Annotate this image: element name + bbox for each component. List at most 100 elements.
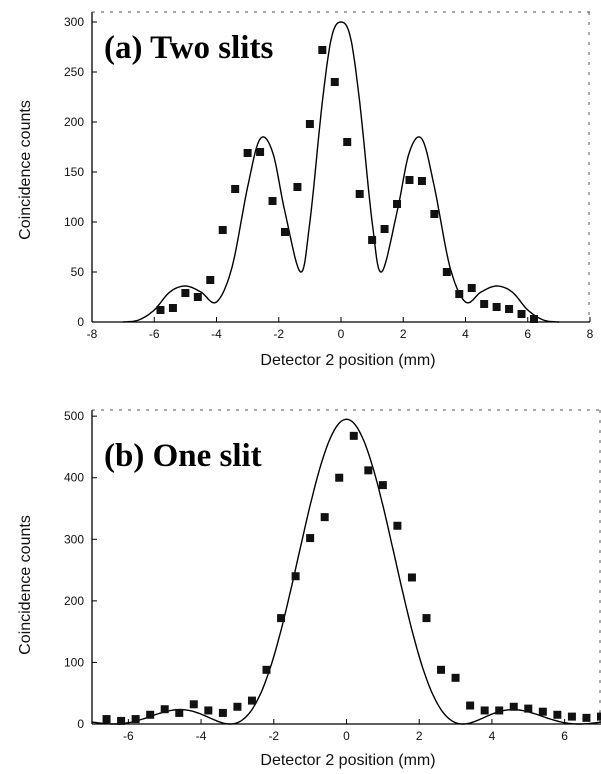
y-tick-label: 150 bbox=[64, 165, 84, 179]
panel-title: (a) Two slits bbox=[104, 30, 273, 66]
data-point bbox=[189, 700, 198, 709]
panel-one-slit: Coincidence counts Detector 2 position (… bbox=[17, 409, 601, 769]
data-point bbox=[262, 665, 271, 674]
data-point bbox=[407, 573, 416, 582]
data-point bbox=[291, 572, 300, 581]
panel-title: (b) One slit bbox=[104, 438, 262, 474]
data-point bbox=[156, 306, 165, 314]
data-point bbox=[206, 276, 215, 284]
data-point bbox=[247, 696, 256, 705]
data-point bbox=[393, 521, 402, 530]
y-tick-label: 100 bbox=[64, 655, 84, 669]
y-tick-label: 300 bbox=[64, 15, 84, 29]
data-point bbox=[437, 665, 446, 674]
data-point bbox=[243, 149, 252, 157]
data-point bbox=[102, 715, 111, 724]
data-point bbox=[582, 713, 591, 722]
data-point bbox=[567, 712, 576, 721]
x-tick-label: 2 bbox=[400, 327, 407, 341]
data-point bbox=[495, 706, 504, 715]
y-tick-label: 50 bbox=[71, 265, 85, 279]
data-point bbox=[280, 228, 289, 236]
data-point bbox=[131, 715, 140, 724]
data-point bbox=[330, 78, 339, 86]
x-tick-label: 0 bbox=[343, 729, 350, 743]
data-point bbox=[146, 710, 155, 719]
data-point bbox=[442, 268, 451, 276]
y-tick-label: 100 bbox=[64, 215, 84, 229]
data-point bbox=[380, 225, 389, 233]
x-tick-label: -6 bbox=[123, 729, 134, 743]
data-point bbox=[393, 200, 402, 208]
y-axis-label: Coincidence counts bbox=[17, 515, 34, 655]
x-axis-label: Detector 2 position (mm) bbox=[260, 352, 435, 369]
data-point bbox=[193, 293, 202, 301]
data-point bbox=[256, 148, 265, 156]
data-point bbox=[480, 706, 489, 715]
data-point bbox=[455, 290, 464, 298]
x-tick-label: -8 bbox=[87, 327, 98, 341]
data-point bbox=[181, 289, 190, 297]
data-point bbox=[306, 534, 315, 543]
data-point bbox=[204, 706, 213, 715]
x-tick-label: 6 bbox=[524, 327, 531, 341]
x-tick-label: 6 bbox=[561, 729, 568, 743]
x-tick-label: 2 bbox=[416, 729, 423, 743]
data-point bbox=[335, 473, 344, 482]
data-point bbox=[597, 712, 601, 721]
x-tick-label: 4 bbox=[489, 729, 496, 743]
data-point bbox=[318, 46, 327, 54]
data-point bbox=[293, 183, 302, 191]
data-point bbox=[480, 300, 489, 308]
y-tick-label: 400 bbox=[64, 471, 84, 485]
data-point bbox=[553, 710, 562, 719]
y-tick-label: 250 bbox=[64, 65, 84, 79]
data-point bbox=[529, 315, 538, 323]
x-axis-label: Detector 2 position (mm) bbox=[260, 752, 435, 769]
data-point bbox=[268, 197, 277, 205]
data-point bbox=[467, 284, 476, 292]
data-point bbox=[509, 702, 518, 711]
data-point bbox=[417, 177, 426, 185]
data-point bbox=[364, 466, 373, 475]
y-tick-label: 200 bbox=[64, 115, 84, 129]
data-point bbox=[368, 236, 377, 244]
data-point bbox=[355, 190, 364, 198]
data-point bbox=[466, 701, 475, 710]
data-point bbox=[305, 120, 314, 128]
x-tick-label: -4 bbox=[211, 327, 222, 341]
data-point bbox=[231, 185, 240, 193]
data-point bbox=[117, 716, 126, 725]
fit-curve bbox=[123, 21, 559, 323]
data-point bbox=[378, 481, 387, 490]
x-tick-label: -6 bbox=[149, 327, 160, 341]
y-tick-label: 200 bbox=[64, 594, 84, 608]
data-point bbox=[492, 303, 501, 311]
data-point bbox=[168, 304, 177, 312]
y-axis-label: Coincidence counts bbox=[17, 100, 34, 240]
x-tick-label: 8 bbox=[587, 327, 594, 341]
data-point bbox=[277, 614, 286, 623]
data-point bbox=[505, 305, 514, 313]
x-tick-label: -2 bbox=[268, 729, 279, 743]
y-tick-label: 0 bbox=[77, 717, 84, 731]
x-tick-label: -2 bbox=[273, 327, 284, 341]
data-point bbox=[218, 226, 227, 234]
data-point bbox=[349, 431, 358, 440]
y-tick-label: 0 bbox=[77, 315, 84, 329]
data-point bbox=[451, 673, 460, 682]
data-point bbox=[517, 310, 526, 318]
y-tick-label: 500 bbox=[64, 409, 84, 423]
data-point bbox=[233, 702, 242, 711]
data-point bbox=[524, 704, 533, 713]
x-tick-label: -4 bbox=[196, 729, 207, 743]
panel-two-slits: Coincidence counts Detector 2 position (… bbox=[17, 11, 594, 369]
data-point bbox=[175, 708, 184, 717]
x-tick-label: 0 bbox=[338, 327, 345, 341]
data-point bbox=[343, 138, 352, 146]
data-point bbox=[422, 614, 431, 623]
data-point bbox=[405, 176, 414, 184]
data-point bbox=[160, 705, 169, 714]
data-point bbox=[538, 707, 547, 716]
